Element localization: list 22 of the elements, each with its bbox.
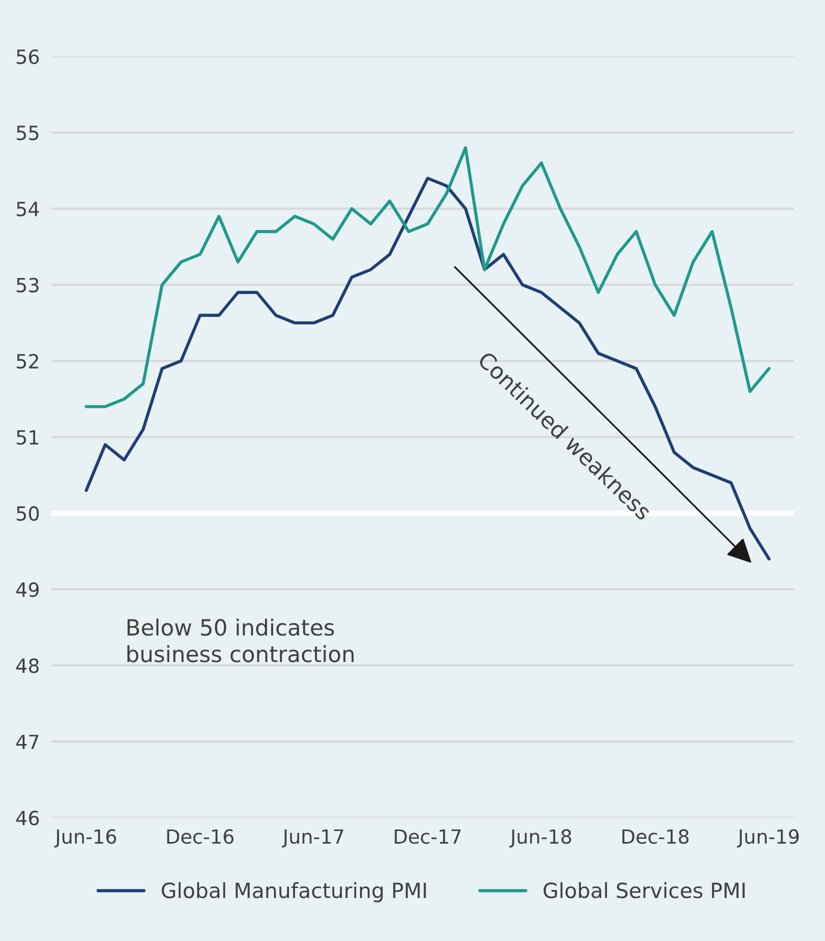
y-tick-label: 48 xyxy=(16,658,39,674)
y-tick-label: 49 xyxy=(16,582,39,598)
x-tick-label: Jun-17 xyxy=(282,829,344,848)
x-tick-label: Jun-18 xyxy=(509,829,572,848)
x-tick-label: Jun-16 xyxy=(54,829,116,848)
y-tick-label: 53 xyxy=(16,278,38,293)
legend-label: Global Manufacturing PMI xyxy=(162,882,426,902)
y-tick-label: 46 xyxy=(16,810,39,826)
x-tick-label: Dec-16 xyxy=(167,829,234,844)
y-tick-label: 54 xyxy=(16,202,39,216)
y-tick-label: 47 xyxy=(16,734,38,749)
line-series xyxy=(84,176,771,560)
y-tick-label: 50 xyxy=(16,506,39,521)
x-tick-label: Dec-17 xyxy=(394,829,461,844)
y-tick-label: 51 xyxy=(16,430,38,445)
legend-label: Global Services PMI xyxy=(544,882,745,898)
y-tick-label: 56 xyxy=(16,49,39,64)
y-tick-label: 52 xyxy=(16,354,38,369)
x-tick-label: Jun-19 xyxy=(736,829,799,848)
x-tick-label: Dec-18 xyxy=(622,829,689,844)
y-tick-label: 55 xyxy=(16,126,38,140)
annotation: Below 50 indicates business contraction xyxy=(127,618,354,662)
